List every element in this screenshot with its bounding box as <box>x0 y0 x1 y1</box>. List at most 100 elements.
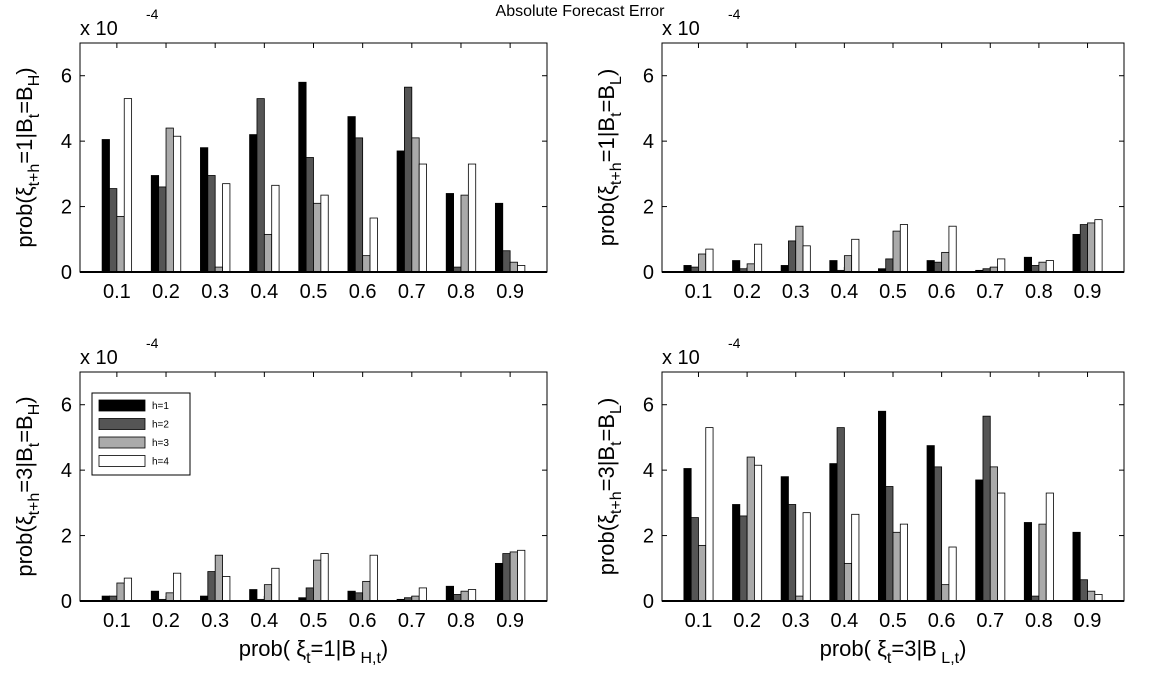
bar-h1-0.6 <box>926 260 935 273</box>
bar-h1-0.7 <box>396 150 405 273</box>
bar-h2-0.7 <box>404 86 413 273</box>
bar-h3-0.7 <box>989 466 998 602</box>
bar-h3-0.4 <box>263 584 273 602</box>
bar-h2-0.3 <box>207 175 216 273</box>
y-axis-label-part: prob( <box>594 523 619 575</box>
bar-h4-0.4 <box>851 238 860 273</box>
bar-h3-0.2 <box>165 592 174 602</box>
y-axis-label-part: H <box>26 404 43 416</box>
bar-h1-0.7 <box>975 479 984 602</box>
bar-h4-0.2 <box>754 464 763 602</box>
x-tick-label: 0.2 <box>152 281 180 303</box>
y-scale-multiplier: x 10 <box>662 347 700 369</box>
y-axis-label-part: =B <box>12 86 37 114</box>
y-axis-label-part: ξ <box>12 186 37 196</box>
x-axis-label-part: prob( <box>820 636 877 661</box>
y-tick-label: 4 <box>643 131 654 153</box>
x-tick-label: 0.8 <box>447 281 475 303</box>
x-tick-label: 0.1 <box>685 281 713 303</box>
bar-h1-0.2 <box>732 504 741 602</box>
bar-h4-0.7 <box>997 492 1006 602</box>
x-tick-label: 0.3 <box>782 610 810 632</box>
x-axis-label-part: ξ <box>877 636 887 661</box>
bar-h3-0.9 <box>1087 222 1096 273</box>
bar-h4-0.2 <box>172 572 182 602</box>
bar-h3-0.1 <box>698 253 707 273</box>
y-axis-label: prob(ξt+h=1|Bt=BH) <box>12 67 43 247</box>
bar-h2-0.9 <box>502 553 511 602</box>
bar-h3-0.5 <box>892 531 901 602</box>
bar-h1-0.8 <box>445 193 455 273</box>
bar-h2-0.6 <box>933 466 943 602</box>
bar-h1-0.9 <box>494 202 504 273</box>
x-axis-label-part: t <box>306 650 311 667</box>
y-tick-label: 6 <box>643 395 654 417</box>
y-axis-label-part: =B <box>12 415 37 443</box>
x-tick-label: 0.9 <box>496 281 524 303</box>
bar-h3-0.1 <box>116 582 125 602</box>
y-axis-label-part: =1|B <box>12 118 37 163</box>
y-axis-label-part: t <box>608 441 625 446</box>
bar-h2-0.6 <box>354 592 364 602</box>
bar-h1-0.9 <box>494 562 504 602</box>
x-tick-label: 0.8 <box>1025 610 1053 632</box>
legend-label: h=2 <box>152 420 169 431</box>
x-axis-label: prob( ξt=3|B L,t) <box>820 636 967 667</box>
bar-h4-0.7 <box>418 163 427 273</box>
x-tick-label: 0.4 <box>830 610 858 632</box>
x-tick-label: 0.2 <box>733 610 761 632</box>
x-tick-label: 0.7 <box>976 281 1004 303</box>
x-tick-label: 0.8 <box>447 610 475 632</box>
bar-h1-0.4 <box>829 260 838 273</box>
y-scale-multiplier: x 10 <box>80 347 118 369</box>
bar-h1-0.6 <box>347 590 356 602</box>
x-tick-label: 0.3 <box>201 281 229 303</box>
y-axis-label-part: ξ <box>594 185 619 195</box>
x-tick-label: 0.1 <box>103 610 131 632</box>
bar-h3-0.2 <box>165 127 174 273</box>
bar-h4-0.5 <box>320 553 329 602</box>
x-axis-label-part: t <box>887 650 892 667</box>
bar-h1-0.3 <box>780 476 789 602</box>
bar-h4-0.4 <box>851 513 860 602</box>
y-axis-label-part: H <box>26 75 43 87</box>
bar-h3-0.9 <box>509 551 518 602</box>
x-tick-label: 0.9 <box>1074 281 1102 303</box>
bar-h1-0.8 <box>1023 522 1033 602</box>
x-axis-label-part: H,t <box>356 650 381 667</box>
y-axis-label-part: t+h <box>608 491 625 514</box>
bar-h2-0.1 <box>690 517 699 602</box>
bar-h2-0.9 <box>1079 579 1088 602</box>
x-tick-label: 0.6 <box>349 281 377 303</box>
x-axis-label-part: =3|B <box>891 636 936 661</box>
y-tick-label: 4 <box>61 460 72 482</box>
legend-label: h=1 <box>152 401 169 412</box>
bar-h4-0.3 <box>222 576 231 602</box>
y-scale-exponent: -4 <box>146 335 159 351</box>
bar-h3-0.3 <box>214 554 223 602</box>
x-tick-label: 0.9 <box>496 610 524 632</box>
bar-h2-0.2 <box>158 186 167 273</box>
y-axis-label-part: t+h <box>26 493 43 516</box>
bar-h4-0.6 <box>369 554 378 602</box>
y-axis-label-part: ) <box>594 69 619 76</box>
y-axis-label-part: prob( <box>594 194 619 246</box>
x-tick-label: 0.4 <box>250 610 278 632</box>
y-tick-label: 0 <box>643 591 654 613</box>
y-axis-label-part: t <box>26 442 43 447</box>
bar-h2-0.1 <box>109 188 118 273</box>
bar-h1-0.5 <box>298 81 307 273</box>
x-tick-label: 0.4 <box>830 281 858 303</box>
bar-h1-0.9 <box>1072 531 1081 602</box>
y-tick-label: 2 <box>61 526 72 548</box>
bar-h2-0.5 <box>885 486 894 602</box>
y-tick-label: 0 <box>643 262 654 284</box>
y-tick-label: 6 <box>643 66 654 88</box>
x-axis-label-part: ) <box>381 636 388 661</box>
bar-h1-0.1 <box>683 468 692 602</box>
y-scale-exponent: -4 <box>728 335 741 351</box>
bar-h4-0.6 <box>369 217 378 273</box>
bar-h4-0.8 <box>1045 492 1054 602</box>
y-axis-label-part: =1|B <box>594 117 619 162</box>
